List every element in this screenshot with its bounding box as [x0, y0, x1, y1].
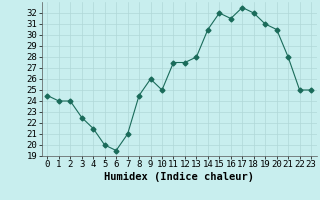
X-axis label: Humidex (Indice chaleur): Humidex (Indice chaleur)	[104, 172, 254, 182]
